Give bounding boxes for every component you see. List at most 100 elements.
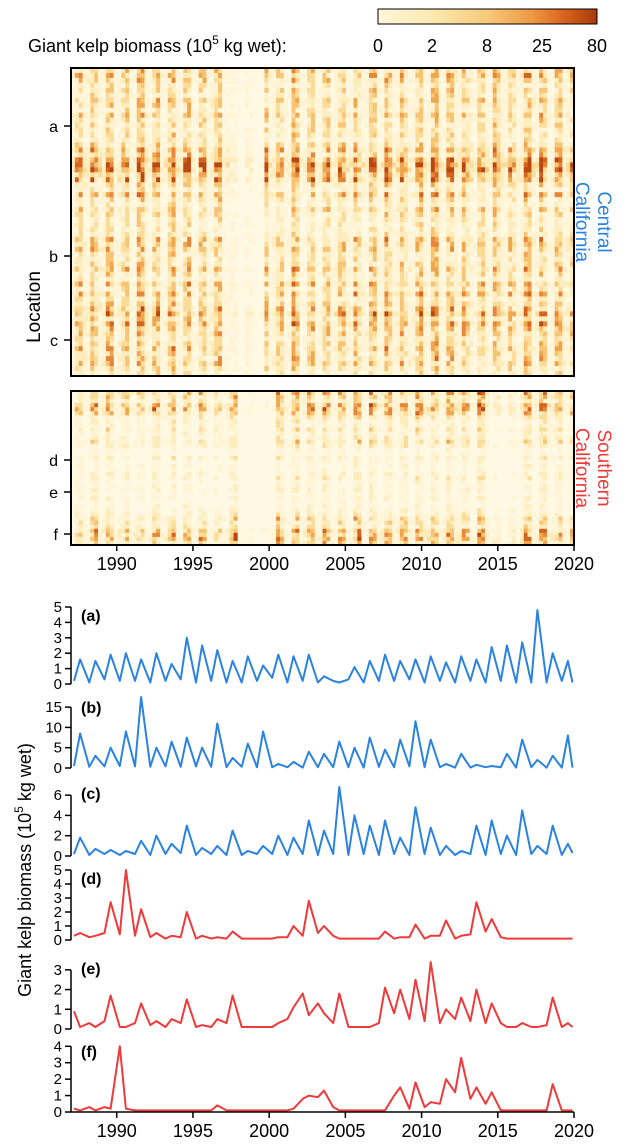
heatmap-cell <box>113 291 118 297</box>
heatmap-cell <box>78 296 83 302</box>
heatmap-cell <box>218 68 223 74</box>
heatmap-cell <box>74 137 80 143</box>
heatmap-cell <box>90 82 95 89</box>
heatmap-cell <box>368 197 374 203</box>
heatmap-cell <box>465 68 470 74</box>
heatmap-cell <box>202 212 207 218</box>
heatmap-cell <box>183 182 188 188</box>
heatmap-cell <box>214 122 219 128</box>
heatmap-cell <box>210 68 215 74</box>
heatmap-cell <box>322 266 327 272</box>
heatmap-cell <box>337 246 343 253</box>
heatmap-cell <box>558 296 563 302</box>
heatmap-cell <box>337 127 343 133</box>
heatmap-cell <box>500 241 505 248</box>
heatmap-cell <box>295 222 300 228</box>
heatmap-cell <box>98 291 103 297</box>
heatmap-cell <box>167 291 172 297</box>
heatmap-cell <box>214 92 219 99</box>
heatmap-cell <box>361 107 366 114</box>
heatmap-cell <box>303 281 308 287</box>
heatmap-cell <box>554 187 559 193</box>
heatmap-cell <box>461 182 466 188</box>
heatmap-cell <box>392 107 397 114</box>
heatmap-cell <box>473 301 478 307</box>
heatmap-cell <box>245 311 250 317</box>
heatmap-cell <box>109 212 114 218</box>
heatmap-cell <box>303 266 308 272</box>
heatmap-cell <box>562 291 567 297</box>
heatmap-cell <box>121 202 126 208</box>
heatmap-cell <box>407 142 412 148</box>
heatmap-cell <box>171 107 176 114</box>
heatmap-cell <box>384 97 389 104</box>
heatmap-cell <box>183 87 188 94</box>
heatmap-cell <box>129 68 134 74</box>
heatmap-cell <box>210 316 215 322</box>
heatmap-cell <box>558 197 563 203</box>
heatmap-cell <box>136 271 141 277</box>
heatmap-cell <box>334 296 339 302</box>
heatmap-cell <box>218 102 223 109</box>
heatmap-cell <box>113 107 118 114</box>
heatmap-cell <box>407 306 412 312</box>
heatmap-cell <box>187 261 192 268</box>
heatmap-cell <box>438 236 443 243</box>
heatmap-cell <box>558 251 563 258</box>
heatmap-cell <box>512 97 517 104</box>
heatmap-cell <box>291 197 296 203</box>
heatmap-cell <box>539 167 544 173</box>
heatmap-cell <box>570 197 575 203</box>
heatmap-cell <box>159 296 165 302</box>
heatmap-cell <box>438 256 443 263</box>
heatmap-cell <box>504 192 509 198</box>
heatmap-cell <box>117 117 122 123</box>
heatmap-cell <box>276 112 281 118</box>
heatmap-cell <box>171 72 176 79</box>
heatmap-cell <box>554 182 559 188</box>
heatmap-cell <box>415 301 420 307</box>
heatmap-cell <box>372 271 377 277</box>
heatmap-cell <box>457 97 463 104</box>
heatmap-cell <box>384 77 389 84</box>
heatmap-cell <box>264 246 269 253</box>
heatmap-cell <box>438 122 443 128</box>
heatmap-cell <box>206 167 211 173</box>
heatmap-cell <box>488 226 494 233</box>
heatmap-cell <box>121 256 126 263</box>
heatmap-cell <box>187 177 192 183</box>
heatmap-cell <box>469 117 474 123</box>
heatmap-cell <box>519 231 524 238</box>
heatmap-cell <box>446 97 451 104</box>
heatmap-cell <box>183 137 188 143</box>
heatmap-cell <box>570 276 575 282</box>
heatmap-cell <box>101 127 107 133</box>
heatmap-cell <box>86 122 91 128</box>
heatmap-cell <box>392 281 397 287</box>
heatmap-cell <box>132 147 138 153</box>
heatmap-cell <box>473 271 478 277</box>
heatmap-cell <box>264 306 269 312</box>
heatmap-cell <box>299 172 304 178</box>
heatmap-cell <box>105 162 110 168</box>
heatmap-cell <box>372 172 377 178</box>
heatmap-cell <box>372 87 377 94</box>
heatmap-cell <box>221 251 227 258</box>
heatmap-cell <box>519 152 524 158</box>
heatmap-cell <box>86 72 91 79</box>
heatmap-cell <box>303 87 308 94</box>
heatmap-cell <box>539 182 544 188</box>
heatmap-cell <box>469 157 474 163</box>
heatmap-cell <box>183 226 188 233</box>
heatmap-cell <box>554 77 559 84</box>
heatmap-cell <box>396 291 401 297</box>
heatmap-cell <box>268 266 273 272</box>
heatmap-cell <box>531 107 536 114</box>
heatmap-cell <box>419 207 424 213</box>
heatmap-cell <box>550 286 555 292</box>
heatmap-cell <box>515 87 521 94</box>
heatmap-cell <box>430 177 436 183</box>
heatmap-cell <box>98 207 103 213</box>
heatmap-cell <box>74 172 80 178</box>
heatmap-cell <box>326 68 331 74</box>
